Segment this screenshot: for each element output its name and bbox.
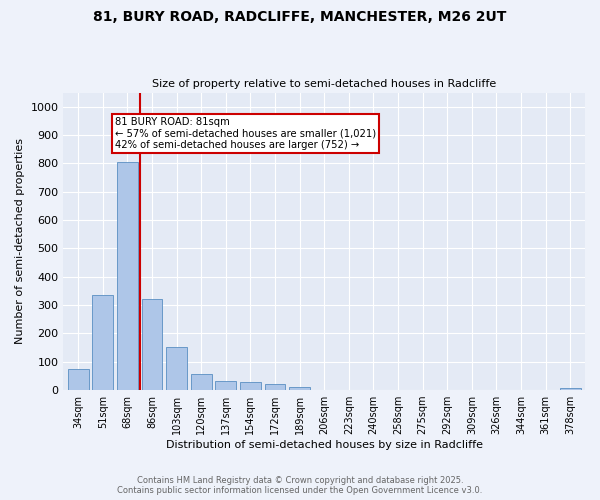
Bar: [166, 347, 187, 390]
Bar: [240, 382, 261, 390]
Text: 81 BURY ROAD: 81sqm
← 57% of semi-detached houses are smaller (1,021)
42% of sem: 81 BURY ROAD: 81sqm ← 57% of semi-detach…: [115, 116, 376, 150]
Bar: [289, 387, 310, 390]
Text: 81, BURY ROAD, RADCLIFFE, MANCHESTER, M26 2UT: 81, BURY ROAD, RADCLIFFE, MANCHESTER, M2…: [94, 10, 506, 24]
Bar: [560, 388, 581, 390]
X-axis label: Distribution of semi-detached houses by size in Radcliffe: Distribution of semi-detached houses by …: [166, 440, 483, 450]
Bar: [191, 374, 212, 390]
Bar: [92, 295, 113, 390]
Bar: [117, 162, 138, 390]
Title: Size of property relative to semi-detached houses in Radcliffe: Size of property relative to semi-detach…: [152, 79, 496, 89]
Text: Contains HM Land Registry data © Crown copyright and database right 2025.
Contai: Contains HM Land Registry data © Crown c…: [118, 476, 482, 495]
Y-axis label: Number of semi-detached properties: Number of semi-detached properties: [15, 138, 25, 344]
Bar: [142, 300, 163, 390]
Bar: [265, 384, 286, 390]
Bar: [215, 381, 236, 390]
Bar: [68, 369, 89, 390]
